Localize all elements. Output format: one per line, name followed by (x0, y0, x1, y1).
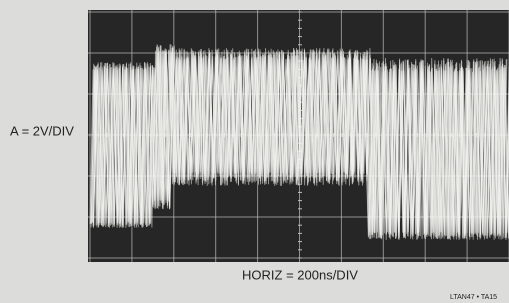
vertical-scale-label: A = 2V/DIV (10, 123, 74, 138)
page: A = 2V/DIV HORIZ = 200ns/DIV LTAN47 • TA… (0, 0, 509, 303)
figure-id: LTAN47 • TA15 (450, 294, 497, 301)
horizontal-scale-label: HORIZ = 200ns/DIV (242, 267, 358, 282)
figure: A = 2V/DIV HORIZ = 200ns/DIV LTAN47 • TA… (0, 0, 509, 303)
